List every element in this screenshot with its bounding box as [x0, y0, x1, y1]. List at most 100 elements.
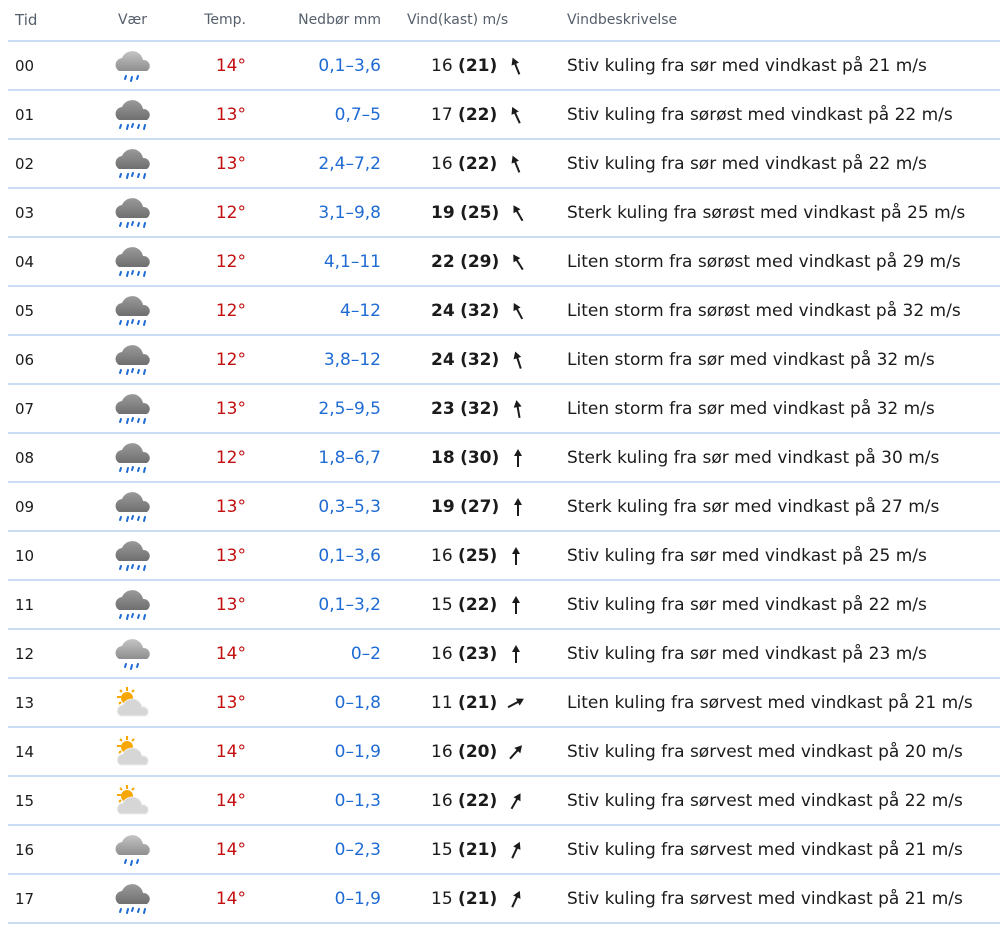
precipitation-cell: 0,1–3,6	[318, 545, 381, 566]
wind-speed: 15	[431, 594, 453, 615]
precipitation-cell: 0–1,9	[334, 741, 381, 762]
wind-direction-arrow-icon	[512, 546, 521, 565]
wind-cell: 19 (27)	[381, 497, 567, 517]
time-cell: 14	[15, 742, 35, 761]
precipitation-cell: 0,1–3,6	[318, 55, 381, 76]
time-cell: 07	[15, 399, 35, 418]
wind-direction-arrow-icon	[511, 155, 521, 173]
wind-direction-arrow-icon	[509, 744, 523, 759]
temperature-cell: 14°	[215, 643, 246, 664]
wind-gust: (25)	[458, 545, 498, 566]
wind-direction-arrow-icon	[511, 57, 521, 75]
cloud-rain-icon	[100, 243, 165, 281]
time-cell: 15	[15, 791, 35, 810]
temperature-cell: 13°	[215, 496, 246, 517]
temperature-cell: 12°	[215, 349, 246, 370]
wind-speed: 15	[431, 888, 453, 909]
precipitation-cell: 3,1–9,8	[318, 202, 381, 223]
table-row: 10 13° 0,1–3,6 16 (25) Stiv kuling fra s…	[8, 532, 1000, 581]
table-row: 15 14° 0–1,3 16 (22) Stiv kuling fra sør…	[8, 777, 1000, 826]
precipitation-cell: 0,1–3,2	[318, 594, 381, 615]
time-cell: 10	[15, 546, 35, 565]
cloud-rain-icon	[100, 96, 165, 134]
wind-cell: 16 (20)	[381, 742, 567, 762]
temperature-cell: 14°	[215, 888, 246, 909]
partly-cloudy-icon	[100, 684, 165, 722]
wind-gust: (22)	[458, 594, 498, 615]
wind-cell: 18 (30)	[381, 448, 567, 468]
time-cell: 01	[15, 105, 35, 124]
temperature-cell: 14°	[215, 790, 246, 811]
wind-description: Stiv kuling fra sørøst med vindkast på 2…	[567, 104, 953, 125]
header-precip: Nedbør mm	[298, 12, 381, 28]
wind-speed: 16	[431, 153, 453, 174]
precipitation-cell: 3,8–12	[323, 349, 381, 370]
temperature-cell: 12°	[215, 202, 246, 223]
header-desc: Vindbeskrivelse	[567, 12, 678, 28]
precipitation-cell: 0–1,8	[334, 692, 381, 713]
table-row: 13 13° 0–1,8 11 (21) Liten kuling fra sø…	[8, 679, 1000, 728]
cloud-rain-icon	[100, 390, 165, 428]
wind-direction-arrow-icon	[512, 595, 521, 614]
wind-cell: 23 (32)	[381, 399, 567, 419]
wind-speed: 24	[431, 349, 455, 370]
wind-gust: (25)	[460, 202, 500, 223]
wind-description: Stiv kuling fra sør med vindkast på 25 m…	[567, 545, 927, 566]
cloud-light-rain-icon	[100, 635, 165, 673]
precipitation-cell: 0–2	[350, 643, 381, 664]
header-weather: Vær	[117, 12, 148, 28]
wind-cell: 11 (21)	[381, 693, 567, 713]
wind-cell: 19 (25)	[381, 203, 567, 223]
wind-gust: (32)	[460, 300, 500, 321]
cloud-rain-icon	[100, 439, 165, 477]
wind-description: Liten storm fra sør med vindkast på 32 m…	[567, 398, 935, 419]
temperature-cell: 14°	[215, 55, 246, 76]
temperature-cell: 12°	[215, 300, 246, 321]
table-row: 08 12° 1,8–6,7 18 (30) Sterk kuling fra …	[8, 434, 1000, 483]
wind-gust: (23)	[458, 643, 498, 664]
wind-cell: 24 (32)	[381, 350, 567, 370]
precipitation-cell: 0–1,3	[334, 790, 381, 811]
wind-direction-arrow-icon	[512, 644, 521, 663]
wind-speed: 16	[431, 643, 453, 664]
wind-speed: 16	[431, 790, 453, 811]
wind-speed: 24	[431, 300, 455, 321]
wind-speed: 11	[431, 692, 453, 713]
wind-gust: (27)	[460, 496, 500, 517]
time-cell: 11	[15, 595, 35, 614]
wind-gust: (21)	[458, 839, 498, 860]
cloud-rain-icon	[100, 488, 165, 526]
wind-speed: 16	[431, 545, 453, 566]
precipitation-cell: 2,4–7,2	[318, 153, 381, 174]
time-cell: 09	[15, 497, 35, 516]
cloud-rain-icon	[100, 194, 165, 232]
wind-gust: (21)	[458, 888, 498, 909]
table-row: 09 13° 0,3–5,3 19 (27) Sterk kuling fra …	[8, 483, 1000, 532]
cloud-rain-icon	[100, 586, 165, 624]
time-cell: 06	[15, 350, 35, 369]
wind-description: Liten storm fra sørøst med vindkast på 2…	[567, 251, 961, 272]
temperature-cell: 13°	[215, 594, 246, 615]
time-cell: 05	[15, 301, 35, 320]
wind-description: Stiv kuling fra sørvest med vindkast på …	[567, 888, 963, 909]
time-cell: 08	[15, 448, 35, 467]
wind-speed: 16	[431, 741, 453, 762]
precipitation-cell: 0,7–5	[334, 104, 381, 125]
table-row: 01 13° 0,7–5 17 (22) Stiv kuling fra sør…	[8, 91, 1000, 140]
temperature-cell: 12°	[215, 447, 246, 468]
wind-cell: 22 (29)	[381, 252, 567, 272]
wind-gust: (22)	[458, 104, 498, 125]
precipitation-cell: 4,1–11	[323, 251, 381, 272]
wind-direction-arrow-icon	[511, 890, 521, 908]
wind-gust: (30)	[460, 447, 500, 468]
wind-gust: (22)	[458, 790, 498, 811]
temperature-cell: 13°	[215, 398, 246, 419]
wind-cell: 16 (22)	[381, 154, 567, 174]
wind-direction-arrow-icon	[511, 106, 521, 124]
wind-direction-arrow-icon	[511, 841, 521, 859]
wind-cell: 15 (21)	[381, 840, 567, 860]
time-cell: 00	[15, 56, 35, 75]
partly-cloudy-icon	[100, 782, 165, 820]
cloud-rain-icon	[100, 145, 165, 183]
